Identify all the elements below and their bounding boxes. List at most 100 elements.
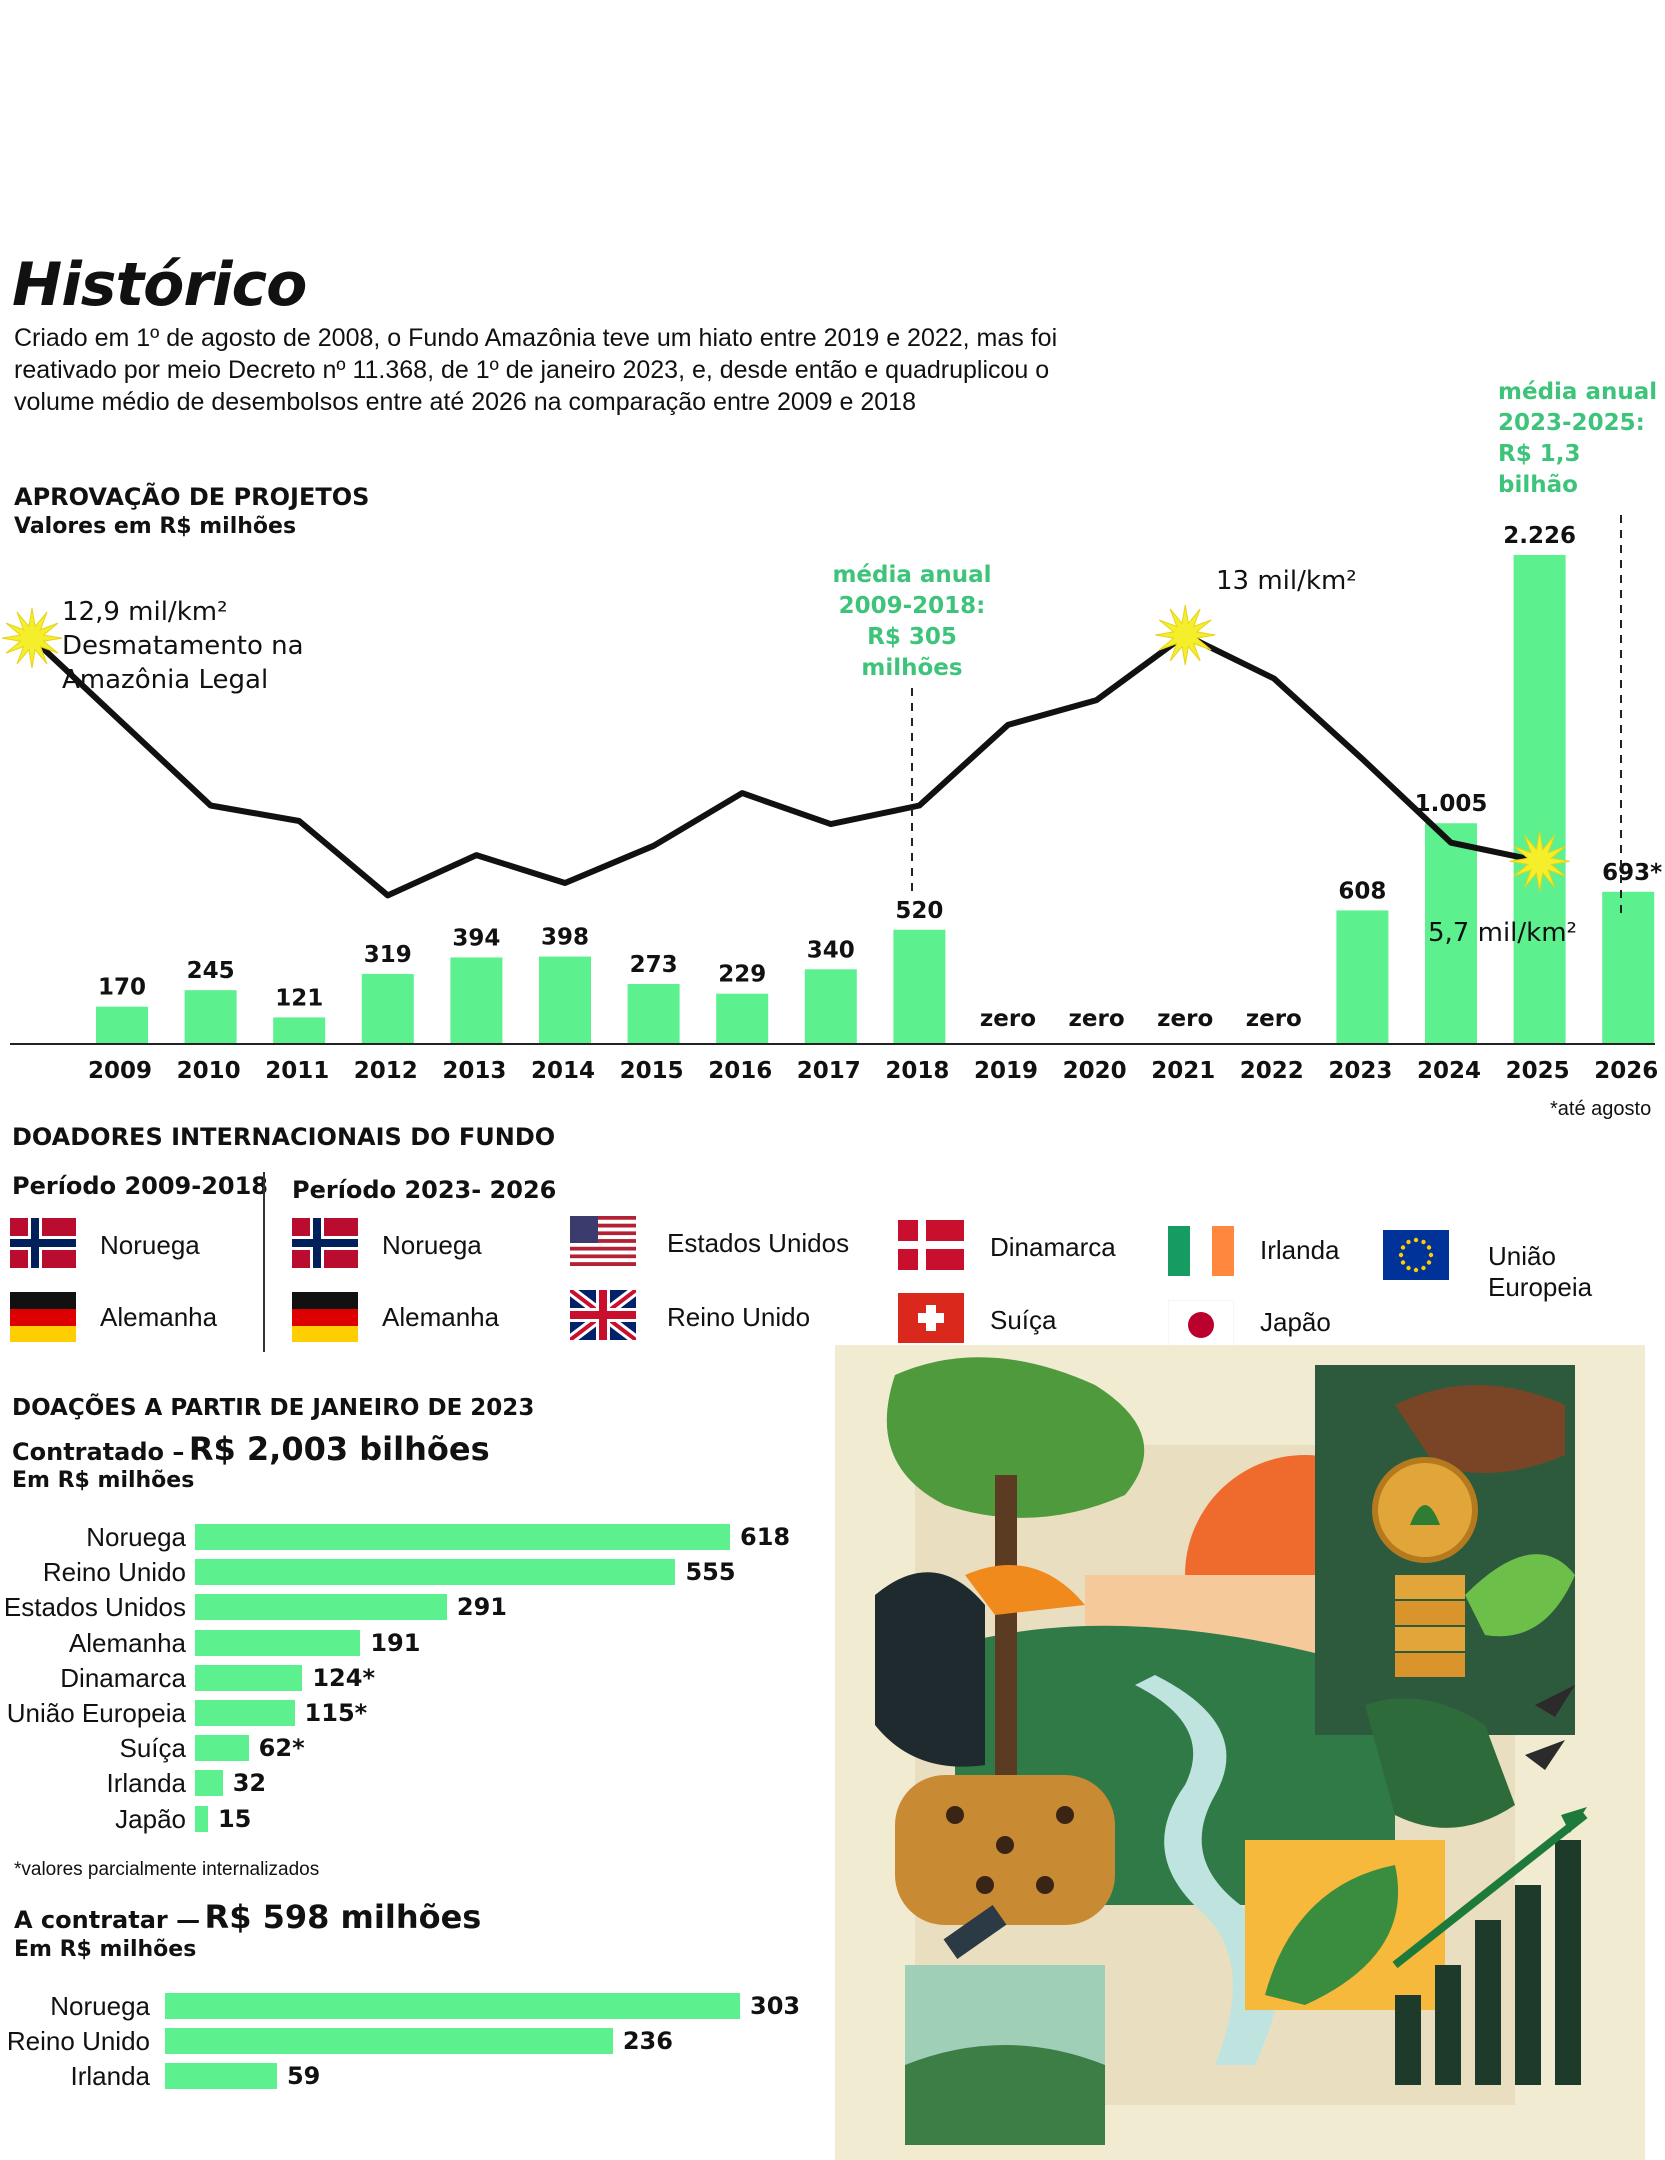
bar-2026: [1602, 891, 1655, 1044]
deforest-2009-value: 12,9 mil/km²: [62, 597, 228, 627]
hbar-value: 62*: [258, 1734, 305, 1763]
flag-norway-icon: [292, 1218, 358, 1268]
star-icon: [1155, 604, 1216, 666]
deforestation-line: [29, 632, 1541, 899]
donor-name: Noruega: [100, 1230, 200, 1260]
x-label-2013: 2013: [442, 1058, 506, 1084]
x-label-2025: 2025: [1506, 1058, 1570, 1084]
hbar-label: Dinamarca: [60, 1662, 186, 1693]
avg-2023-2025-l3: R$ 1,3 bilhão: [1498, 441, 1581, 498]
avg-2009-2018-l2: 2009-2018:: [838, 593, 986, 619]
flag-ireland-icon: [1168, 1226, 1234, 1276]
bar-2015: [627, 984, 680, 1044]
x-axis-labels: 2009 2010 2011 2012 2013 2014 2015 2016 2017 2018…: [88, 1058, 1658, 1084]
donor-name: Alemanha: [382, 1302, 500, 1332]
x-label-2020: 2020: [1063, 1058, 1127, 1084]
bar-2010: [184, 990, 237, 1044]
bars-group: 170 245 121 319 394 398 273 229 340 520 zero zero ze…: [96, 523, 1662, 1044]
flag-switzerland-icon: [898, 1293, 964, 1343]
x-label-2017: 2017: [797, 1058, 861, 1084]
hbar-value: 124*: [312, 1663, 375, 1692]
bar-2016: [716, 993, 769, 1044]
donors-period2: Período 2023- 2026: [292, 1176, 557, 1204]
value-label-2019: zero: [980, 1006, 1036, 1032]
value-label-2023: 608: [1338, 878, 1386, 904]
avg-2023-2025-l2: 2023-2025:: [1498, 410, 1645, 436]
bar-2024: [1425, 823, 1477, 1044]
amazon-illustration: [835, 1345, 1645, 2160]
donations-heading: DOAÇÕES A PARTIR DE JANEIRO DE 2023: [12, 1395, 535, 1421]
hbar-label: Japão: [115, 1803, 186, 1834]
value-label-2009: 170: [98, 975, 146, 1001]
hbar: [195, 1559, 676, 1586]
hbar-value: 15: [217, 1804, 252, 1833]
deforest-2009-line2: Desmatamento na: [62, 631, 304, 661]
bar-2025: [1513, 555, 1566, 1044]
deforest-2025-annotation: 5,7 mil/km²: [1428, 918, 1577, 948]
avg-2009-2018-l3: R$ 305 milhões: [861, 624, 963, 681]
hbar-value: 191: [370, 1628, 421, 1657]
bar-2014: [539, 956, 591, 1044]
avg-2009-2018-l1: média anual: [832, 562, 992, 588]
donor-name: Irlanda: [1260, 1235, 1340, 1265]
projects-heading: APROVAÇÃO DE PROJETOS: [14, 483, 370, 511]
hbar: [165, 2063, 277, 2089]
bar-2023: [1336, 910, 1389, 1044]
x-label-2018: 2018: [885, 1058, 949, 1084]
donor-name: Alemanha: [100, 1302, 218, 1332]
donor-name: Estados Unidos: [667, 1228, 850, 1258]
bar-2012: [361, 973, 414, 1044]
hbar-label: Noruega: [50, 1991, 150, 2021]
stars-group: [1, 604, 1570, 892]
x-label-2024: 2024: [1417, 1058, 1481, 1084]
flag-usa-icon: [570, 1216, 636, 1266]
bar-2011: [273, 1017, 326, 1044]
projects-units: Valores em R$ milhões: [14, 514, 297, 539]
value-label-2024: 1.005: [1415, 791, 1488, 817]
value-label-2025: 2.226: [1503, 523, 1576, 549]
deforest-2021-annotation: 13 mil/km²: [1216, 566, 1357, 596]
hbar-value: 32: [232, 1769, 267, 1798]
value-label-2022: zero: [1246, 1006, 1302, 1032]
x-label-2016: 2016: [708, 1058, 772, 1084]
bar-2018: [893, 929, 946, 1044]
hbar-label: Reino Unido: [6, 2026, 150, 2056]
x-label-2026: 2026: [1594, 1058, 1658, 1084]
flag-eu-icon: [1383, 1230, 1449, 1280]
to-contract-label: A contratar —: [14, 1906, 201, 1934]
deforestation-polyline: [29, 632, 1541, 899]
donors-period1: Período 2009-2018: [12, 1172, 268, 1200]
flag-japan-icon: [1167, 1299, 1235, 1351]
contracted-value: R$ 2,003 bilhões: [188, 1430, 490, 1468]
x-label-2019: 2019: [974, 1058, 1038, 1084]
hbar: [165, 2028, 613, 2054]
contracted-line: Contratado – R$ 2,003 bilhões: [12, 1430, 490, 1468]
hbar-label: União Europeia: [6, 1698, 186, 1728]
illustration-art: [835, 1345, 1645, 2160]
hbar-label: Alemanha: [68, 1627, 186, 1658]
x-label-2023: 2023: [1328, 1058, 1392, 1084]
x-label-2022: 2022: [1240, 1058, 1304, 1084]
donations-units: Em R$ milhões: [12, 1468, 195, 1493]
intro-text: Criado em 1º de agosto de 2008, o Fundo …: [14, 324, 1058, 416]
hbar-label: Irlanda: [106, 1768, 187, 1799]
hbar-label: Suíça: [119, 1733, 187, 1764]
hbar: [195, 1700, 295, 1726]
hbar-value: 236: [622, 2027, 673, 2055]
contracted-label: Contratado –: [12, 1438, 185, 1466]
value-label-2011: 121: [275, 985, 323, 1011]
value-label-2016: 229: [718, 962, 766, 988]
x-label-2011: 2011: [265, 1058, 329, 1084]
page-title: Histórico: [12, 250, 307, 320]
value-label-2026: 693*: [1602, 860, 1662, 886]
x-label-2021: 2021: [1151, 1058, 1215, 1084]
value-label-2014: 398: [541, 925, 589, 951]
hbar-label: Reino Unido: [42, 1557, 186, 1588]
star-icon: [1509, 831, 1570, 892]
hbar-value: 555: [685, 1558, 736, 1587]
to-contract-units: Em R$ milhões: [14, 1937, 197, 1962]
hbar: [195, 1524, 730, 1550]
projects-chart: 170 245 121 319 394 398 273 229 340 520 zero zero ze…: [1, 515, 1662, 1084]
hbar-value: 115*: [304, 1699, 368, 1727]
value-label-2017: 340: [807, 937, 855, 963]
